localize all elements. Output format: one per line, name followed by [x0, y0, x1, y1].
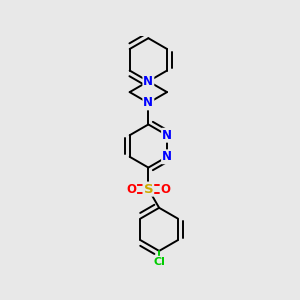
Text: Cl: Cl — [153, 257, 165, 267]
Text: N: N — [143, 96, 153, 110]
Text: O: O — [160, 183, 171, 196]
Text: N: N — [143, 75, 153, 88]
Text: N: N — [162, 150, 172, 163]
Text: S: S — [143, 183, 153, 196]
Text: O: O — [126, 183, 136, 196]
Text: N: N — [162, 129, 172, 142]
